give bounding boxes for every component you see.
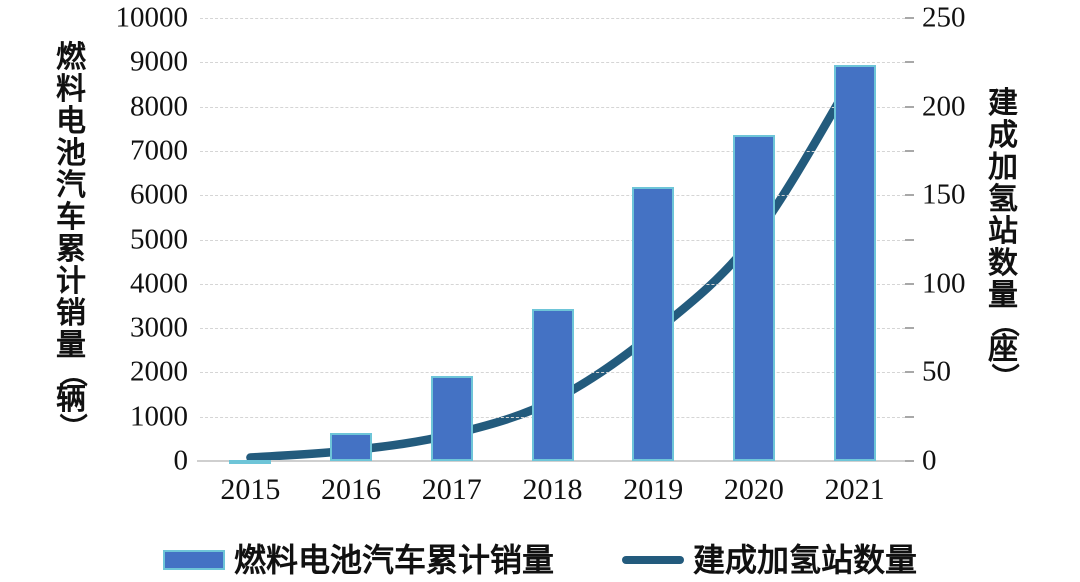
x-axis-label-2019: 2019 <box>623 473 684 506</box>
axis-title-char: 量 <box>56 329 86 362</box>
left-axis-tick-label: 2000 <box>130 355 188 388</box>
legend-label-stations: 建成加氢站数量 <box>693 542 918 578</box>
right-axis-tick-label: 50 <box>922 355 951 388</box>
gridline <box>200 62 905 64</box>
right-axis-minor-tick <box>905 371 914 374</box>
left-axis-title: 燃料电池汽车累计销量（辆） <box>52 41 90 442</box>
legend-item-stations: 建成加氢站数量 <box>622 540 917 580</box>
right-axis-title: 建成加氢站数量（座） <box>984 87 1022 392</box>
gridline <box>200 239 905 241</box>
axis-title-char: 累 <box>56 233 86 266</box>
right-axis-tick-label: 100 <box>922 267 966 300</box>
axis-title-char: 汽 <box>56 169 86 202</box>
gridline <box>200 150 905 152</box>
axis-title-char: 加 <box>988 151 1018 184</box>
right-axis-minor-tick <box>905 327 914 330</box>
bar-2018 <box>531 309 574 461</box>
gridline <box>200 195 905 197</box>
x-axis-label-2017: 2017 <box>421 473 482 506</box>
axis-title-char: 车 <box>56 201 86 234</box>
right-axis-tick-label: 200 <box>922 90 966 123</box>
left-axis-tick-label: 9000 <box>130 45 188 78</box>
bar-2017 <box>430 376 473 461</box>
axis-title-char: 辆 <box>56 383 86 416</box>
axis-title-char: （ <box>988 308 1019 337</box>
axis-title-char: ） <box>56 412 87 441</box>
axis-title-char: 电 <box>56 105 86 138</box>
left-axis-tick-label: 5000 <box>130 223 188 255</box>
right-axis-minor-tick <box>905 460 914 462</box>
right-axis-minor-tick <box>905 282 914 285</box>
bar-2019 <box>632 187 675 461</box>
axis-title-char: 座 <box>988 333 1018 366</box>
x-axis-label-2021: 2021 <box>824 473 885 506</box>
left-axis-tick-label: 6000 <box>130 178 188 211</box>
axis-title-char: 数 <box>988 247 1018 280</box>
left-axis-tick-label: 7000 <box>130 134 188 167</box>
left-axis-tick-label: 0 <box>173 444 189 477</box>
x-axis-label-2015: 2015 <box>220 473 281 506</box>
right-axis-minor-tick <box>905 105 914 108</box>
left-axis-tick-label: 1000 <box>130 400 188 433</box>
line-series-swatch <box>622 556 684 564</box>
axis-title-char: 计 <box>56 265 86 298</box>
left-axis-tick-label: 3000 <box>130 311 188 344</box>
axis-title-char: 站 <box>988 215 1018 248</box>
legend: 燃料电池汽车累计销量 建成加氢站数量 <box>0 538 1080 582</box>
right-axis-minor-tick <box>905 415 914 418</box>
axis-title-char: 氢 <box>988 183 1018 216</box>
x-axis-label-2016: 2016 <box>321 473 382 506</box>
x-axis-label-2020: 2020 <box>723 473 784 506</box>
left-axis-tick-label: 4000 <box>130 267 188 300</box>
gridline <box>200 18 905 19</box>
x-axis-label-2018: 2018 <box>522 473 583 506</box>
legend-item-fcv-sales: 燃料电池汽车累计销量 <box>162 540 554 580</box>
left-axis-tick-label: 10000 <box>115 1 189 34</box>
right-axis-minor-tick <box>905 61 914 64</box>
bar-2016 <box>330 432 373 461</box>
x-axis-line <box>197 460 908 462</box>
bar-2015 <box>229 460 272 464</box>
bar-2020 <box>732 135 775 461</box>
right-axis-minor-tick <box>905 238 914 241</box>
axis-title-char: 燃 <box>56 41 86 74</box>
right-axis-minor-tick <box>905 149 914 152</box>
axis-title-char: 销 <box>56 297 86 330</box>
axis-title-char: 成 <box>988 119 1018 152</box>
right-axis-minor-tick <box>905 17 914 19</box>
right-axis-tick-label: 150 <box>922 178 966 211</box>
right-axis-tick-label: 250 <box>922 1 966 34</box>
axis-title-char: 池 <box>56 137 86 170</box>
axis-title-char: 建 <box>988 87 1018 120</box>
right-axis-tick-label: 0 <box>922 444 937 477</box>
legend-label-fcv-sales: 燃料电池汽车累计销量 <box>233 542 554 578</box>
gridline <box>200 283 905 285</box>
bar-2021 <box>833 65 876 461</box>
gridline <box>200 106 905 108</box>
left-axis-tick-label: 8000 <box>130 90 188 123</box>
axis-title-char: 量 <box>988 279 1018 312</box>
right-axis-minor-tick <box>905 194 914 197</box>
axis-title-char: （ <box>56 358 87 387</box>
bar-series-swatch <box>162 550 225 570</box>
axis-title-char: 料 <box>56 73 86 106</box>
